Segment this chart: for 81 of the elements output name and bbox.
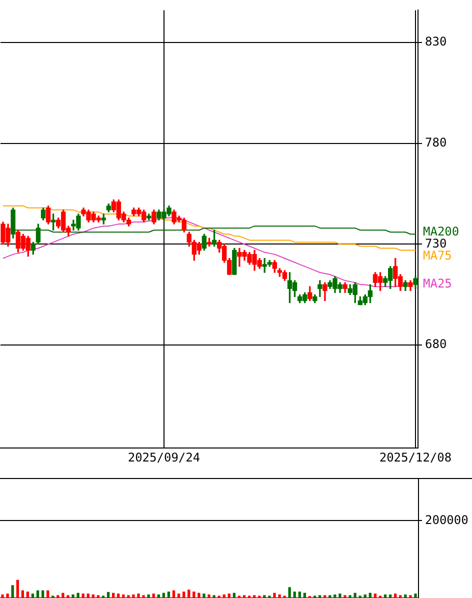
- bar: [212, 595, 216, 598]
- bar: [72, 594, 74, 598]
- bar: [252, 595, 256, 598]
- bar: [96, 595, 100, 598]
- bar: [273, 592, 276, 598]
- bar: [228, 594, 230, 598]
- bar: [6, 594, 9, 598]
- bar: [132, 594, 135, 598]
- bar: [208, 594, 210, 598]
- bar: [374, 594, 377, 598]
- bar: [278, 594, 281, 598]
- y-tick-label: 780: [425, 135, 447, 150]
- series-label: MA25: [423, 276, 452, 291]
- bar: [31, 594, 34, 598]
- bar: [66, 595, 70, 598]
- x-tick-label: 2025/09/24: [128, 450, 200, 464]
- bar: [26, 592, 30, 598]
- bar: [122, 594, 125, 598]
- series-label: MA75: [423, 248, 452, 262]
- text: 200000: [425, 513, 468, 527]
- bar: [394, 594, 397, 598]
- bar: [334, 594, 336, 598]
- bar: [177, 594, 180, 598]
- bar: [242, 595, 246, 598]
- bar: [157, 594, 160, 598]
- bar: [92, 594, 94, 598]
- bar: [263, 595, 266, 598]
- bar: [46, 590, 50, 598]
- bar: [414, 594, 417, 598]
- bar: [188, 590, 190, 598]
- bar: [11, 585, 14, 598]
- bar: [318, 595, 322, 598]
- bar: [298, 592, 301, 598]
- x-tick-label: 2025/12/08: [379, 450, 452, 464]
- bar: [288, 587, 291, 598]
- bar: [293, 592, 296, 598]
- bar: [56, 595, 60, 598]
- bar: [62, 592, 64, 598]
- bar: [354, 592, 356, 598]
- bar: [232, 592, 236, 598]
- bar: [172, 590, 176, 598]
- bar: [86, 594, 90, 598]
- bar: [348, 595, 352, 598]
- bar: [182, 592, 186, 598]
- bar: [364, 594, 366, 598]
- bar: [36, 590, 40, 598]
- bar: [41, 590, 44, 598]
- bar: [328, 595, 332, 598]
- bar: [16, 580, 19, 598]
- bar: [137, 594, 140, 598]
- bar: [106, 592, 110, 598]
- bar: [117, 594, 120, 598]
- bar: [162, 592, 166, 598]
- bar: [222, 594, 226, 598]
- bar: [198, 592, 200, 598]
- bar: [338, 594, 342, 598]
- bar: [152, 594, 155, 598]
- y-tick-label: 680: [425, 337, 447, 352]
- bar: [21, 590, 24, 598]
- y-tick-label: 830: [425, 34, 447, 49]
- bar: [368, 592, 372, 598]
- bar: [142, 595, 145, 598]
- bar: [202, 594, 206, 598]
- series-label: MA200: [423, 224, 460, 238]
- bar: [112, 592, 115, 598]
- bar: [344, 595, 346, 598]
- bar: [1, 594, 4, 598]
- bar: [76, 592, 80, 598]
- bar: [399, 595, 402, 598]
- bar: [409, 595, 412, 598]
- bar: [303, 592, 306, 598]
- bar: [324, 595, 326, 598]
- bar: [388, 594, 392, 598]
- bar: [192, 592, 196, 598]
- bar: [167, 592, 170, 598]
- bar: [147, 594, 150, 598]
- bar: [127, 595, 130, 598]
- bar: [82, 594, 84, 598]
- bar: [384, 594, 387, 598]
- bar: [404, 594, 407, 598]
- y-tick-label: 730: [425, 236, 447, 250]
